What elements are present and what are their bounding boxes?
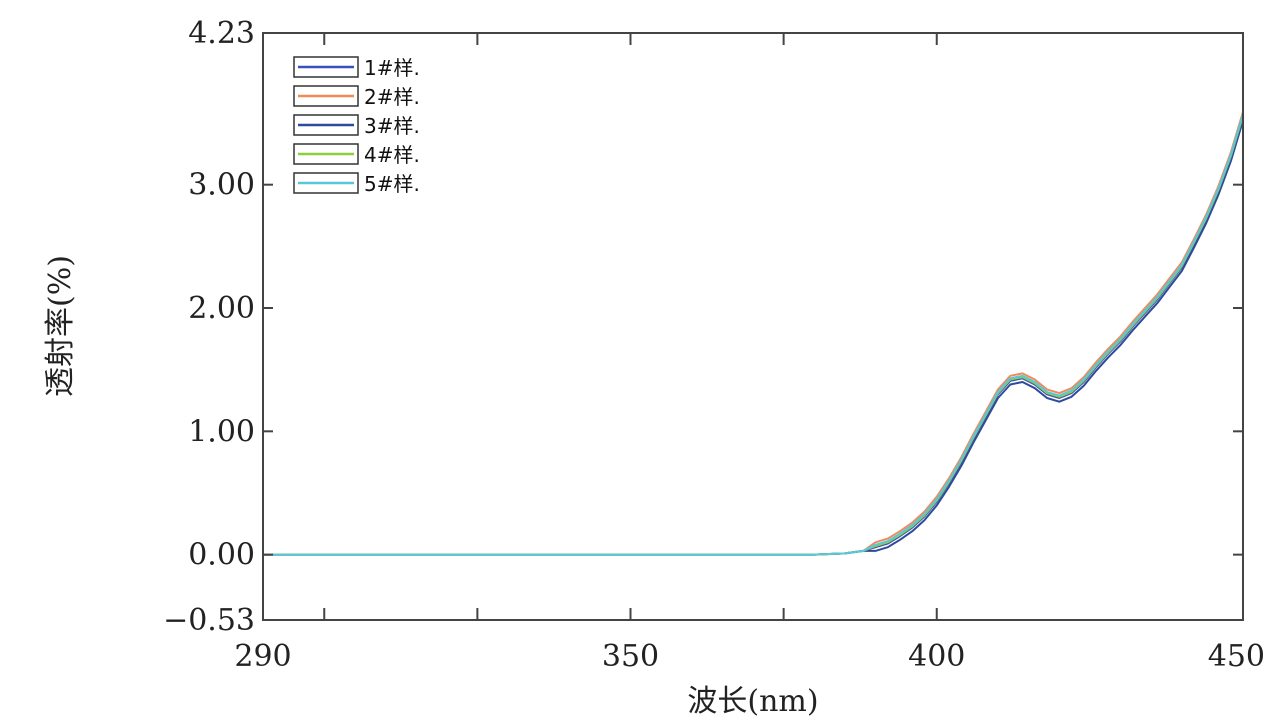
y-tick-label: 4.23 (188, 16, 255, 51)
legend-swatch-box (293, 143, 359, 165)
legend-swatch-box (293, 56, 359, 78)
x-tick-label: 450 (1208, 639, 1265, 674)
y-tick-label: 0.00 (188, 538, 255, 573)
legend-label: 3#样. (364, 114, 420, 138)
x-tick-label: 400 (908, 639, 965, 674)
y-axis: −0.53 0.00 1.00 2.00 3.00 4.23 (163, 16, 1243, 638)
y-axis-title: 透射率(%) (43, 255, 78, 397)
legend-label: 5#样. (364, 172, 420, 196)
legend: 1#样. 2#样. 3#样. 4#样. 5#样. (293, 56, 420, 196)
legend-swatch-box (293, 172, 359, 194)
legend-label: 1#样. (364, 56, 420, 80)
x-tick-label: 290 (234, 639, 291, 674)
x-axis-title: 波长(nm) (687, 684, 818, 719)
y-tick-label: 2.00 (188, 291, 255, 326)
y-tick-label: 1.00 (188, 414, 255, 449)
legend-label: 4#样. (364, 143, 420, 167)
plot-lines (263, 111, 1244, 556)
legend-swatch-box (293, 85, 359, 107)
legend-label: 2#样. (364, 85, 420, 109)
y-tick-label: −0.53 (163, 603, 255, 638)
x-axis: 290 350 400 450 (234, 33, 1265, 674)
plot-frame (262, 32, 1244, 621)
x-tick-label: 350 (602, 639, 659, 674)
legend-swatch-box (293, 114, 359, 136)
y-tick-label: 3.00 (188, 168, 255, 203)
series-line-5 (263, 114, 1244, 556)
